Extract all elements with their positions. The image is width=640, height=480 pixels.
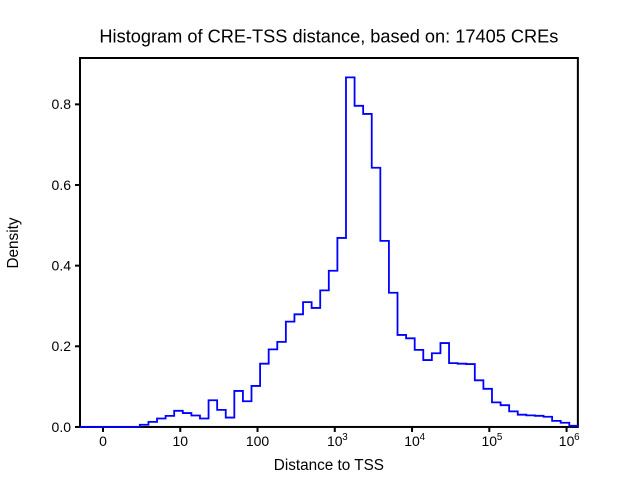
svg-text:5: 5: [497, 432, 503, 443]
svg-text:10: 10: [327, 433, 343, 449]
svg-text:0.8: 0.8: [52, 96, 72, 112]
svg-text:10: 10: [404, 433, 420, 449]
svg-text:10: 10: [559, 433, 575, 449]
svg-text:6: 6: [574, 432, 580, 443]
svg-text:Histogram of CRE-TSS distance,: Histogram of CRE-TSS distance, based on:…: [99, 27, 558, 47]
svg-text:4: 4: [420, 432, 426, 443]
svg-text:0.2: 0.2: [52, 338, 72, 354]
svg-text:3: 3: [342, 432, 348, 443]
svg-text:0.4: 0.4: [52, 258, 72, 274]
svg-text:10: 10: [172, 433, 188, 449]
svg-text:0: 0: [99, 433, 107, 449]
svg-text:100: 100: [246, 433, 270, 449]
svg-text:0.6: 0.6: [52, 177, 72, 193]
svg-text:Density: Density: [5, 217, 22, 268]
svg-text:Distance to TSS: Distance to TSS: [274, 457, 384, 474]
svg-text:0.0: 0.0: [52, 419, 72, 435]
svg-text:10: 10: [482, 433, 498, 449]
